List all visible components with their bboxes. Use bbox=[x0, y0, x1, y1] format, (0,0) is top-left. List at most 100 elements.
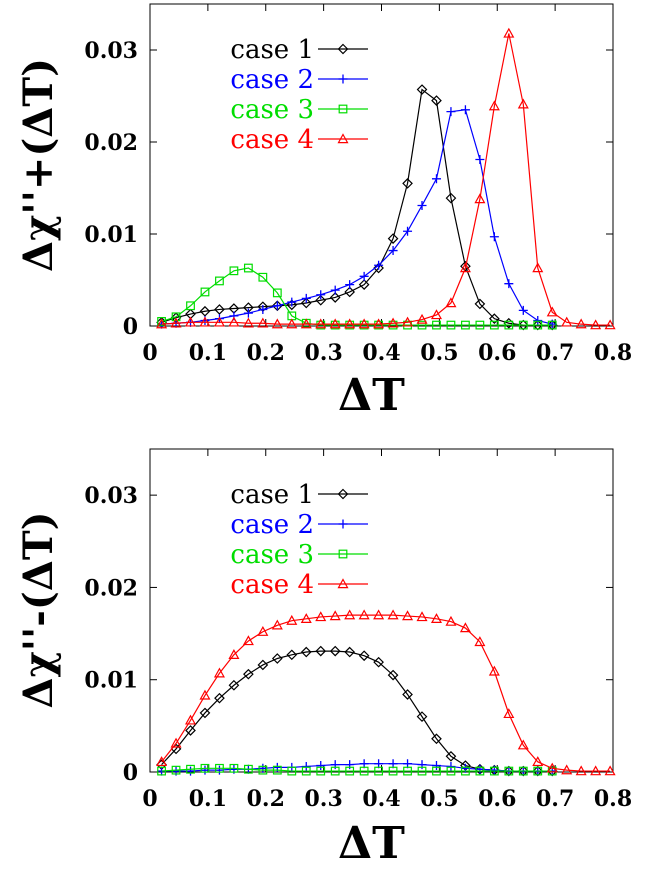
data-point bbox=[170, 317, 182, 328]
data-point bbox=[316, 761, 326, 771]
y-tick-label: 0 bbox=[123, 760, 138, 786]
data-point bbox=[345, 280, 355, 290]
data-point bbox=[184, 316, 197, 327]
series-line bbox=[161, 763, 553, 772]
data-point bbox=[475, 154, 485, 164]
data-point bbox=[185, 725, 196, 736]
data-point bbox=[287, 297, 297, 307]
data-point bbox=[358, 279, 370, 290]
data-point bbox=[186, 764, 195, 774]
x-tick-label: 0.1 bbox=[189, 340, 227, 366]
data-point bbox=[301, 766, 311, 776]
data-point bbox=[271, 653, 283, 664]
legend-marker bbox=[338, 74, 348, 84]
data-point bbox=[359, 271, 369, 281]
data-point bbox=[329, 610, 341, 621]
data-point bbox=[344, 286, 356, 298]
series-case-3 bbox=[157, 263, 557, 330]
data-point bbox=[402, 610, 414, 621]
series-line bbox=[161, 33, 611, 326]
data-point bbox=[446, 107, 456, 117]
x-tick-label: 0.2 bbox=[247, 340, 285, 366]
data-point bbox=[604, 319, 616, 330]
x-tick-label: 0.8 bbox=[594, 340, 632, 366]
data-point bbox=[489, 320, 499, 330]
data-point bbox=[358, 318, 370, 329]
data-point bbox=[461, 320, 470, 330]
data-point bbox=[200, 765, 210, 775]
data-point bbox=[199, 707, 211, 719]
data-point bbox=[229, 763, 239, 773]
data-point bbox=[200, 287, 210, 297]
data-point bbox=[402, 316, 414, 327]
data-point bbox=[474, 636, 486, 647]
data-point bbox=[416, 711, 428, 722]
data-point bbox=[416, 84, 428, 95]
x-tick-label: 0 bbox=[142, 340, 157, 366]
data-point bbox=[316, 290, 326, 300]
x-tick-label: 0.7 bbox=[536, 340, 574, 366]
data-point bbox=[489, 313, 500, 324]
data-point bbox=[345, 320, 355, 330]
data-point bbox=[258, 304, 268, 314]
data-point bbox=[474, 298, 486, 310]
data-point bbox=[533, 315, 543, 325]
data-point bbox=[374, 766, 384, 776]
data-point bbox=[300, 318, 312, 329]
data-point bbox=[503, 708, 515, 719]
legend-label: case 3 bbox=[230, 95, 314, 125]
data-point bbox=[186, 766, 196, 776]
data-point bbox=[445, 615, 457, 626]
x-tick-label: 0.3 bbox=[304, 786, 342, 812]
data-point bbox=[184, 714, 197, 725]
data-point bbox=[532, 756, 544, 767]
data-point bbox=[474, 193, 486, 204]
legend-marker bbox=[338, 549, 348, 559]
chart-panel-2: 0 0.1 0.2 0.3 0.4 0.5 0.6 0.7 0.8 0 0.01 0.02 0.03 ΔT… bbox=[15, 448, 632, 869]
data-point bbox=[214, 692, 225, 704]
series-case-1 bbox=[156, 645, 558, 777]
data-point bbox=[590, 765, 602, 776]
data-point bbox=[575, 318, 587, 329]
data-point bbox=[518, 320, 528, 330]
data-point bbox=[445, 750, 457, 762]
data-point bbox=[604, 765, 616, 776]
data-point bbox=[315, 318, 327, 329]
series-line bbox=[161, 88, 553, 326]
data-point bbox=[272, 301, 282, 311]
data-point bbox=[504, 279, 514, 289]
data-point bbox=[504, 320, 514, 330]
data-point bbox=[329, 318, 341, 329]
y-tick-label: 0.01 bbox=[84, 668, 138, 694]
data-point bbox=[532, 262, 544, 273]
data-point bbox=[488, 665, 500, 676]
data-point bbox=[171, 765, 181, 775]
data-point bbox=[431, 761, 441, 771]
data-point bbox=[186, 301, 195, 311]
data-point bbox=[388, 246, 398, 256]
data-point bbox=[272, 288, 282, 298]
chart-panel-1: 0 0.1 0.2 0.3 0.4 0.5 0.6 0.7 0.8 0 0.01 0.02 0.03 ΔT… bbox=[15, 3, 632, 421]
data-point bbox=[258, 763, 268, 773]
data-point bbox=[402, 689, 413, 700]
data-point bbox=[432, 766, 441, 776]
legend-label: case 2 bbox=[230, 510, 314, 540]
data-point bbox=[300, 646, 312, 658]
x-tick-label: 0.7 bbox=[536, 786, 574, 812]
data-point bbox=[431, 95, 442, 106]
data-point bbox=[446, 320, 456, 330]
data-point bbox=[300, 613, 312, 624]
data-point bbox=[561, 316, 573, 327]
data-point bbox=[243, 668, 254, 680]
data-point bbox=[430, 613, 443, 624]
data-point bbox=[517, 98, 529, 109]
series-case-4 bbox=[156, 27, 616, 330]
data-point bbox=[358, 650, 370, 662]
legend-marker bbox=[337, 488, 349, 500]
data-point bbox=[243, 764, 253, 774]
data-point bbox=[243, 263, 253, 273]
data-point bbox=[575, 765, 587, 776]
x-tick-label: 0.5 bbox=[420, 786, 458, 812]
